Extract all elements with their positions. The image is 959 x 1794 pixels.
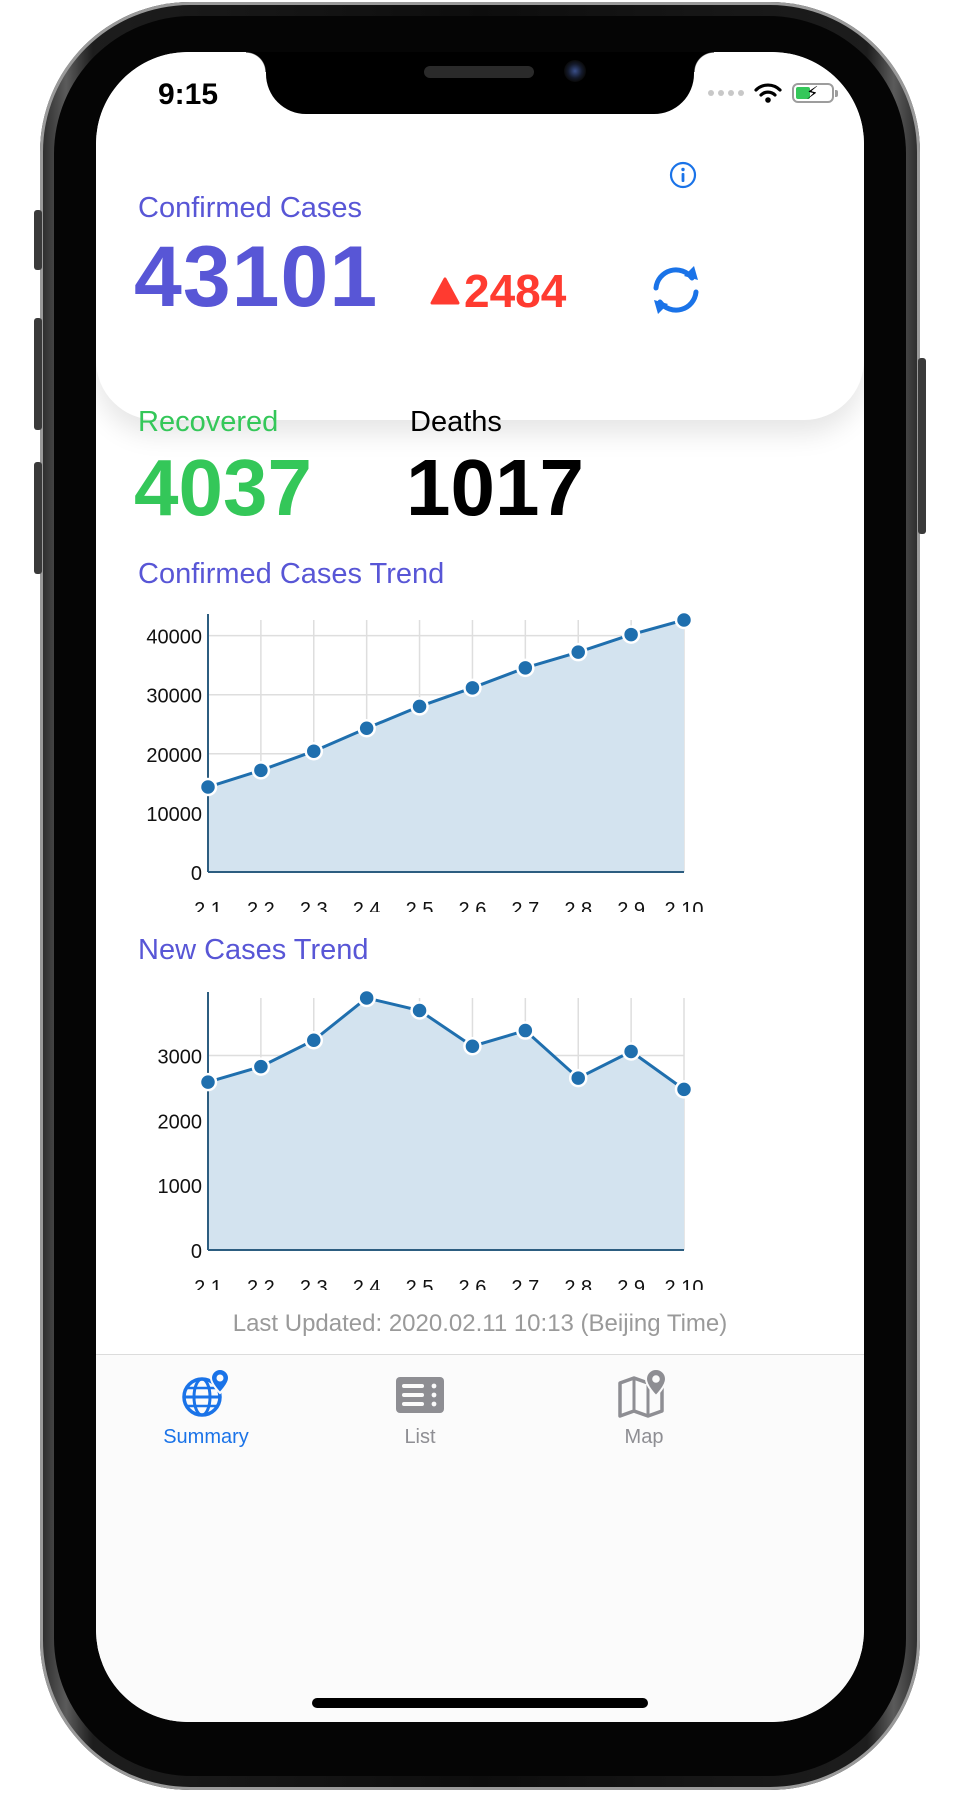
x-tick-label: 2.2 (247, 899, 275, 912)
recovered-value: 4037 (134, 443, 312, 532)
series-line (207, 618, 685, 789)
y-tick-label: 0 (191, 863, 202, 885)
tab-list-label: List (404, 1426, 436, 1448)
battery-icon: ⚡ (792, 83, 838, 103)
confirmed-delta-value: 2484 (464, 265, 567, 317)
y-tick-label: 1000 (158, 1176, 203, 1198)
up-triangle-icon (430, 277, 460, 305)
map-pin-icon (618, 1367, 668, 1418)
x-tick-label: 2.1 (194, 1277, 222, 1290)
notch (246, 52, 714, 114)
globe-pin-icon (182, 1367, 231, 1417)
y-tick-label: 40000 (146, 627, 202, 649)
data-point (463, 678, 482, 698)
data-point (568, 642, 588, 662)
volume-up-button (34, 318, 42, 430)
data-point (516, 1021, 535, 1040)
data-point (198, 777, 218, 797)
data-point (198, 1072, 218, 1092)
y-tick-label: 2000 (158, 1111, 203, 1133)
x-tick-label: 2.4 (353, 899, 381, 912)
x-tick-label: 2.9 (617, 899, 645, 912)
data-point (463, 1036, 482, 1056)
y-tick-label: 3000 (158, 1047, 203, 1069)
data-point (516, 658, 535, 678)
confirmed-value: 43101 (134, 229, 379, 325)
x-tick-label: 2.7 (511, 1277, 539, 1290)
x-tick-label: 2.10 (665, 1277, 704, 1290)
x-tick-label: 2.9 (617, 1277, 645, 1290)
x-tick-label: 2.5 (406, 1277, 434, 1290)
x-tick-label: 2.8 (564, 899, 592, 912)
series-area (208, 998, 684, 1250)
x-tick-label: 2.3 (300, 899, 328, 912)
y-tick-label: 10000 (146, 804, 202, 826)
x-tick-label: 2.6 (459, 1277, 487, 1290)
x-tick-label: 2.3 (300, 1277, 328, 1290)
volume-down-button (34, 462, 42, 574)
new-cases-trend-title: New Cases Trend (138, 934, 369, 966)
recovered-label: Recovered (138, 406, 279, 438)
x-tick-label: 2.1 (194, 899, 222, 912)
confirmed-card: Confirmed Cases 43101 2484 (96, 52, 864, 420)
tab-summary-label: Summary (163, 1426, 249, 1448)
list-icon (396, 1377, 444, 1413)
data-point (357, 988, 376, 1008)
confirmed-delta: 2484 (430, 264, 566, 318)
x-tick-label: 2.6 (459, 899, 487, 912)
x-tick-label: 2.10 (665, 899, 704, 912)
wifi-icon (754, 83, 782, 103)
tab-map-label: Map (624, 1426, 664, 1448)
data-point (674, 1080, 694, 1099)
confirmed-label: Confirmed Cases (138, 192, 363, 224)
data-point (357, 718, 376, 738)
data-point (568, 1068, 588, 1088)
app-screen: Confirmed Cases 43101 2484 9:15 ⚡ (96, 52, 864, 1722)
data-point (304, 741, 324, 761)
tab-map[interactable]: Map (574, 1367, 714, 1449)
deaths-label: Deaths (410, 406, 502, 438)
front-camera (564, 60, 586, 82)
data-point (674, 610, 694, 630)
data-point (621, 625, 641, 644)
tab-summary[interactable]: Summary (136, 1367, 276, 1449)
x-tick-label: 2.7 (511, 899, 539, 912)
last-updated-text: Last Updated: 2020.02.11 10:13 (Beijing … (232, 1310, 728, 1337)
confirmed-trend-chart: 0 10000 20000 30000 40000 2.1 2.2 2.3 2.4 2.5 2.6 2… (146, 610, 704, 912)
mute-switch (34, 210, 42, 270)
x-tick-label: 2.4 (353, 1277, 381, 1290)
deaths-value: 1017 (406, 443, 584, 532)
home-indicator[interactable] (312, 1698, 648, 1708)
data-point (304, 1031, 324, 1050)
info-icon[interactable] (668, 160, 698, 190)
y-tick-label: 0 (191, 1241, 202, 1263)
x-tick-label: 2.2 (247, 1277, 275, 1290)
refresh-icon[interactable] (644, 258, 708, 322)
signal-icon (708, 90, 744, 96)
series-line (207, 996, 685, 1091)
confirmed-trend-title: Confirmed Cases Trend (138, 558, 445, 590)
status-icons: ⚡ (708, 82, 838, 104)
x-tick-label: 2.5 (406, 899, 434, 912)
y-tick-label: 20000 (146, 745, 202, 767)
power-button (918, 358, 926, 534)
series-area (208, 620, 684, 872)
new-cases-trend-chart: 0 1000 2000 3000 2.1 2.2 2.3 2.4 2.5 2.6 2.7 2.8 2.9… (158, 988, 704, 1290)
data-point (251, 761, 271, 780)
data-point (621, 1042, 641, 1061)
speaker-grille (424, 66, 534, 78)
x-tick-label: 2.8 (564, 1277, 592, 1290)
data-point (251, 1057, 271, 1076)
data-point (410, 697, 429, 716)
tab-bar: Summary List Map (96, 1354, 864, 1722)
tab-list[interactable]: List (350, 1367, 490, 1449)
data-point (410, 1001, 429, 1020)
y-tick-label: 30000 (146, 686, 202, 708)
status-time: 9:15 (158, 78, 219, 111)
